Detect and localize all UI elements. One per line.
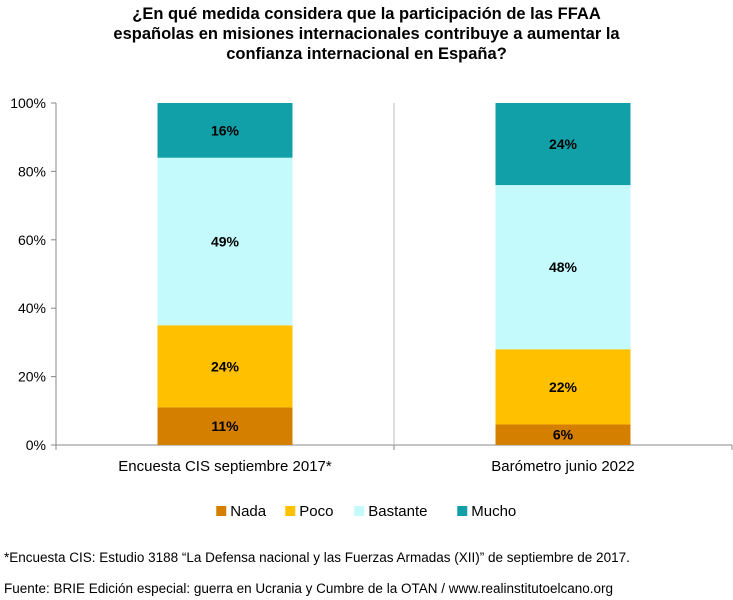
chart-title-line-3: confianza internacional en España?	[226, 45, 507, 63]
data-label: 24%	[211, 358, 240, 374]
data-label: 16%	[211, 122, 240, 138]
bar-segment-mucho	[495, 103, 631, 186]
bar-segment-bastante	[495, 185, 631, 350]
data-label: 48%	[549, 259, 578, 275]
y-tick-label: 20%	[18, 369, 46, 385]
legend-swatch-bastante	[354, 506, 365, 516]
data-label: 22%	[549, 379, 578, 395]
x-category-label: Barómetro junio 2022	[491, 458, 634, 475]
bar-segment-nada	[495, 424, 631, 445]
legend-label: Nada	[230, 503, 267, 520]
data-label: 49%	[211, 234, 240, 250]
legend-label: Poco	[299, 503, 333, 520]
bar-segment-mucho	[157, 103, 293, 158]
bar-segment-poco	[495, 349, 631, 425]
bar-segment-bastante	[157, 157, 293, 326]
y-tick-label: 100%	[10, 95, 46, 111]
y-tick-label: 0%	[26, 437, 46, 453]
footnote: *Encuesta CIS: Estudio 3188 “La Defensa …	[4, 550, 630, 565]
bar-segment-poco	[157, 325, 293, 408]
legend-swatch-mucho	[457, 506, 468, 516]
x-category-label: Encuesta CIS septiembre 2017*	[118, 458, 332, 475]
chart-title: ¿En qué medida considera que la particip…	[0, 4, 733, 64]
stacked-bar-chart: 0% 20% 40% 60% 80% 100% 11% 24% 49% 16% Encuesta C…	[10, 95, 733, 520]
data-label: 11%	[211, 418, 239, 434]
source-note: Fuente: BRIE Edición especial: guerra en…	[4, 581, 614, 596]
legend-label: Mucho	[471, 503, 516, 520]
y-tick-label: 80%	[18, 163, 46, 179]
y-tick-label: 40%	[18, 300, 46, 316]
legend-label: Bastante	[368, 503, 427, 520]
data-label: 6%	[553, 427, 574, 443]
y-tick-label: 60%	[18, 232, 46, 248]
legend-swatch-poco	[285, 506, 296, 516]
chart-title-line-2: españolas en misiones internacionales co…	[113, 25, 620, 43]
chart-title-line-1: ¿En qué medida considera que la particip…	[132, 5, 601, 23]
legend-swatch-nada	[216, 506, 227, 516]
bar-segment-nada	[157, 407, 293, 445]
data-label: 24%	[549, 136, 578, 152]
